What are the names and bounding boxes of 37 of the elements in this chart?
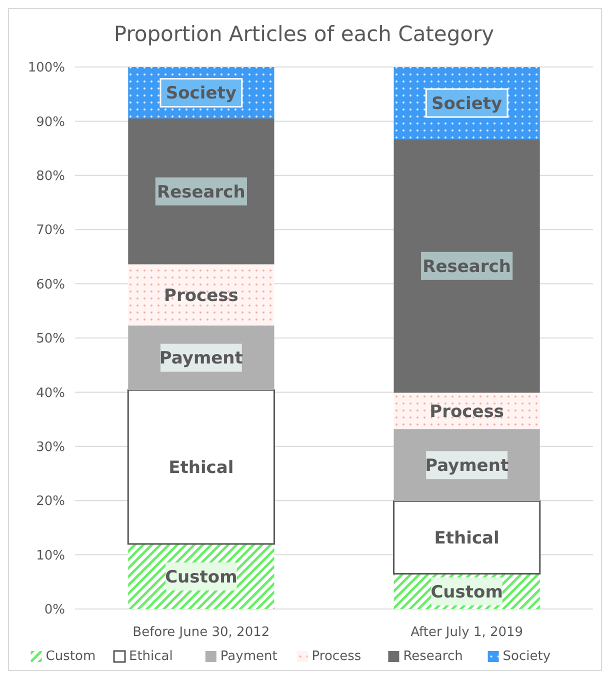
bar <box>127 389 275 545</box>
y-tick-label: 50% <box>36 332 65 347</box>
legend-label: Society <box>502 649 551 664</box>
text: Process <box>430 402 504 422</box>
text: Ethical <box>168 458 234 478</box>
text: Research <box>422 256 511 277</box>
legend-label: Research <box>403 649 463 664</box>
text: Custom <box>165 567 238 588</box>
y-tick-label: 80% <box>36 168 65 184</box>
text: Ethical <box>434 528 500 548</box>
bar <box>393 500 541 575</box>
text: Payment <box>159 348 243 369</box>
text: Research <box>157 182 246 202</box>
bar <box>394 392 540 430</box>
y-tick-label: 0% <box>44 602 65 618</box>
text: Society <box>166 84 236 104</box>
legend-label: Process <box>312 649 362 664</box>
text: Process <box>164 286 238 306</box>
text: Society <box>432 94 502 114</box>
legend-label: Ethical <box>129 649 173 664</box>
bar <box>394 139 540 393</box>
text: Payment <box>425 456 509 476</box>
y-tick-label: 30% <box>36 440 65 455</box>
text: Custom <box>430 582 503 602</box>
x-tick-label: Before June 30, 2012 <box>132 625 270 640</box>
y-tick-label: 70% <box>36 223 65 238</box>
legend-label: Custom <box>46 649 96 664</box>
y-tick-label: 40% <box>36 386 65 401</box>
y-tick-label: 100% <box>28 60 65 76</box>
y-tick-label: 20% <box>36 494 65 510</box>
x-tick-label: After July 1, 2019 <box>410 625 524 640</box>
y-tick-label: 90% <box>36 114 65 130</box>
legend-label: Payment <box>220 649 278 664</box>
bar <box>128 264 274 326</box>
y-tick-label: 60% <box>36 277 65 292</box>
chart-title: Proportion Articles of each Category <box>114 22 494 46</box>
y-tick-label: 10% <box>36 548 65 564</box>
